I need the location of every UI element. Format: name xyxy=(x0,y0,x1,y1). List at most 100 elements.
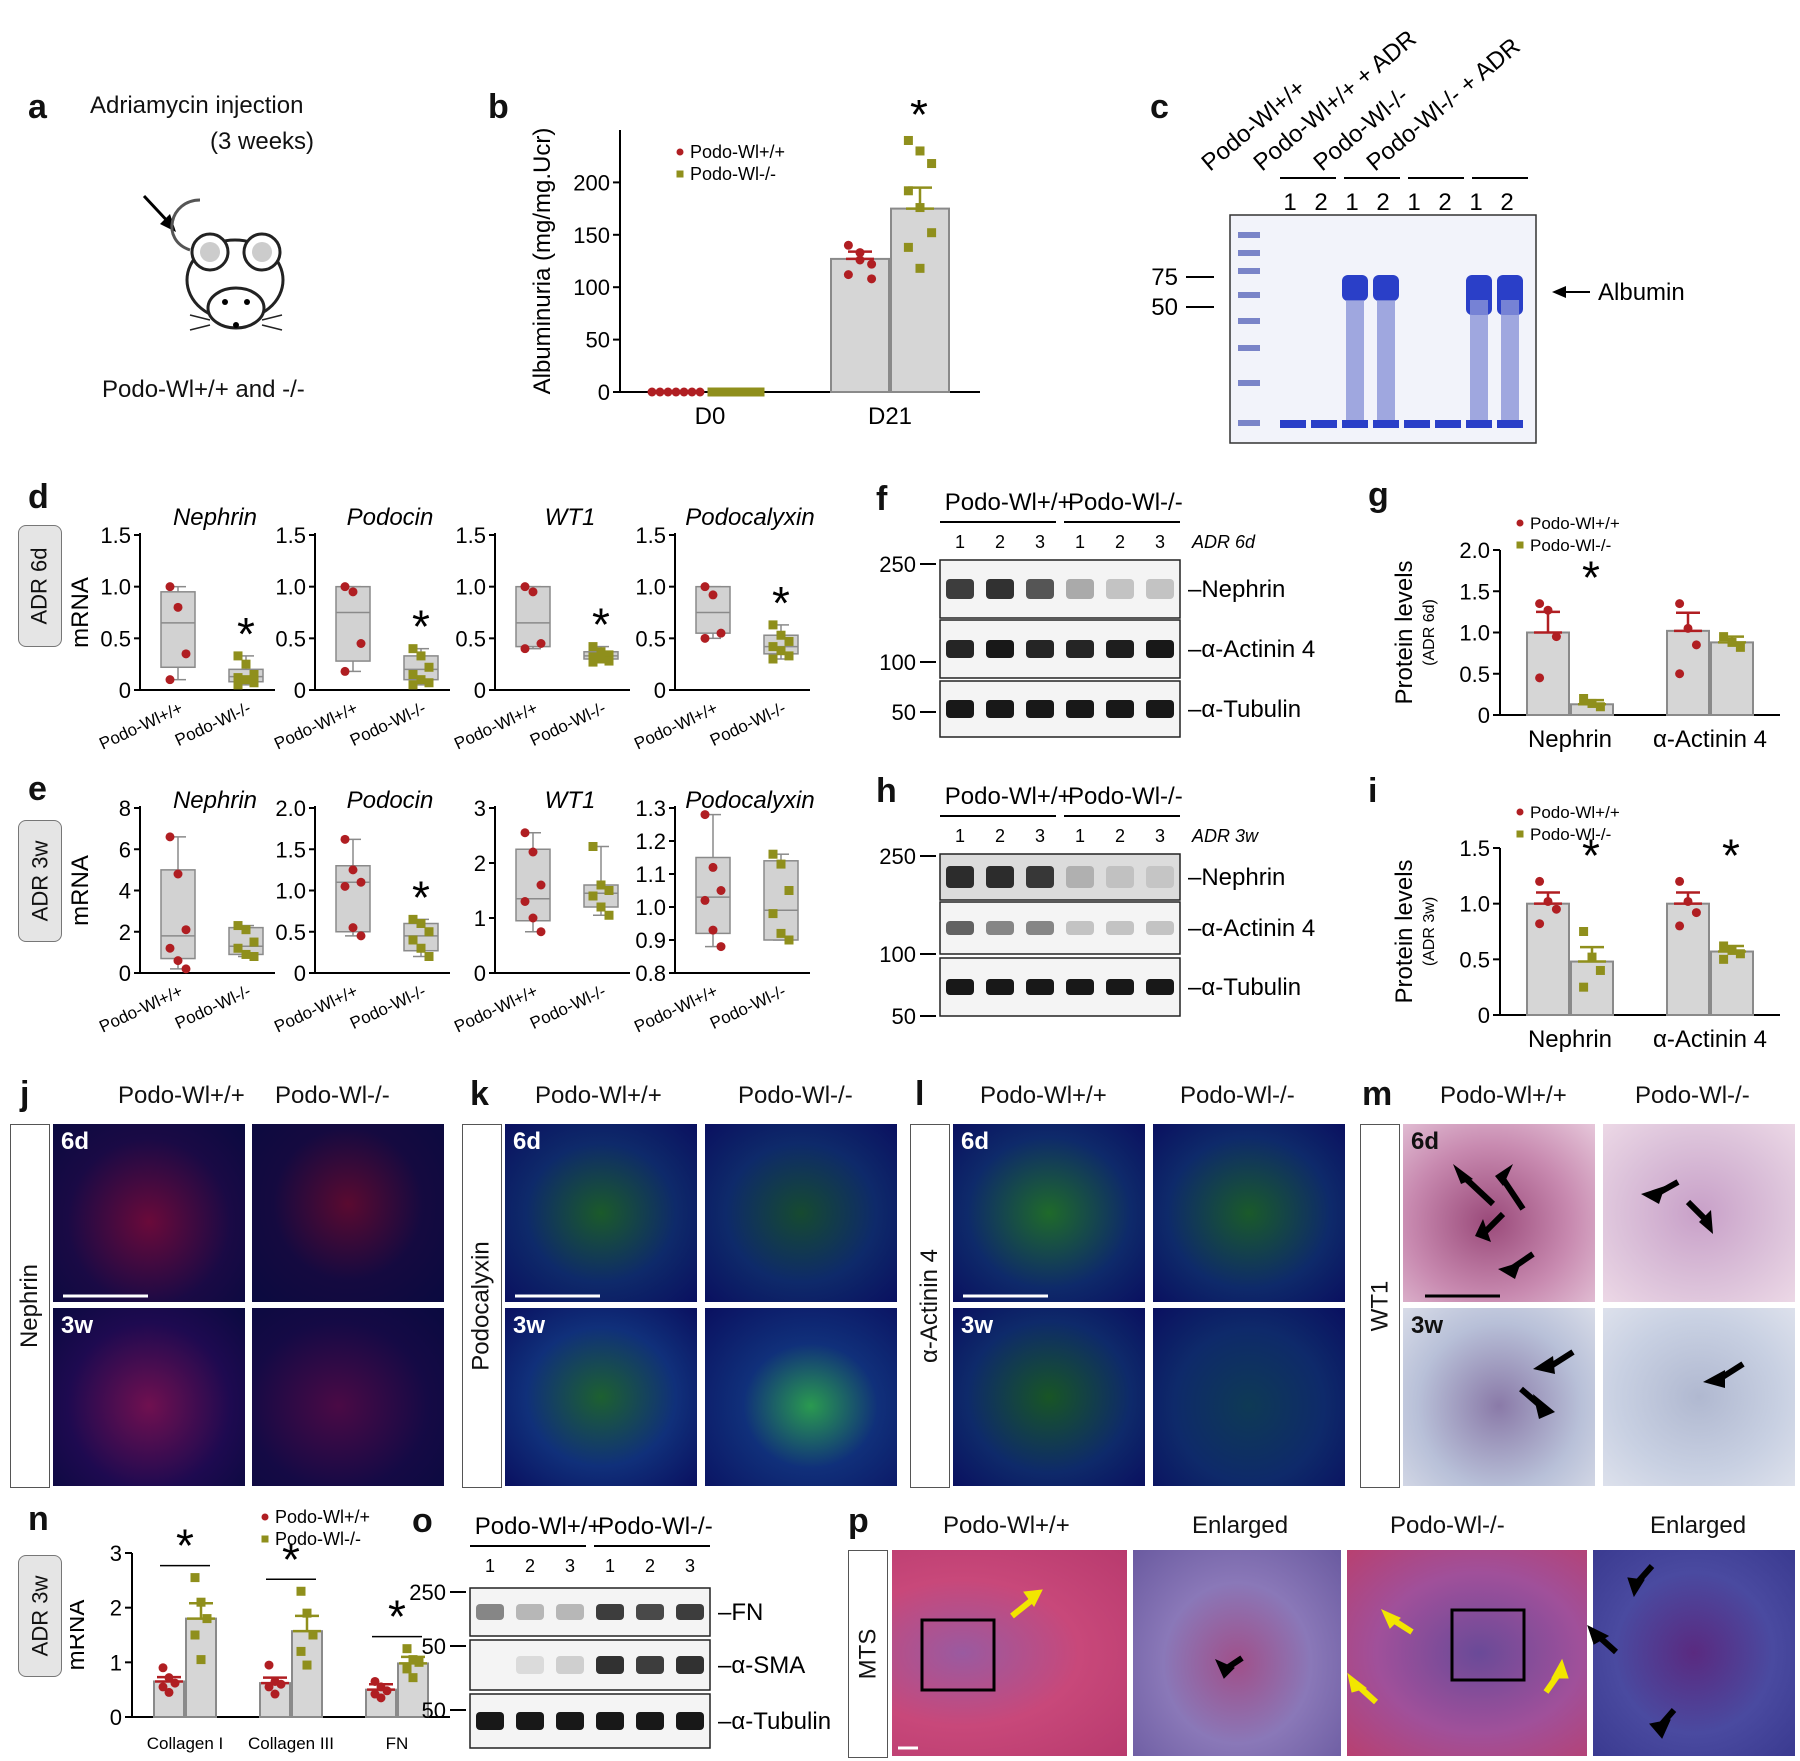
y-tick-label: 1.5 xyxy=(275,523,306,548)
chart-e-podocalyxin: Podocalyxin 0.8 0.9 1.0 1.1 1.2 1.3 Podo-Wl+/+P… xyxy=(631,787,814,1037)
y-tick-label: 50 xyxy=(586,328,610,353)
data-point xyxy=(528,913,538,923)
data-point xyxy=(370,1676,380,1686)
data-point xyxy=(647,387,657,397)
data-point xyxy=(1727,637,1737,647)
data-point xyxy=(1719,632,1729,642)
data-point xyxy=(241,925,251,935)
bar xyxy=(153,1680,185,1718)
mw-marker: 250 xyxy=(409,1580,446,1605)
scale-bar-overlay xyxy=(63,1294,600,1298)
lane-number: 2 xyxy=(1376,189,1389,216)
micrograph-p-ko xyxy=(1347,1550,1587,1756)
y-tick-label: 1.0 xyxy=(100,575,131,600)
data-point xyxy=(196,1597,206,1607)
data-point xyxy=(196,1655,206,1665)
data-point xyxy=(536,880,546,890)
protein-band xyxy=(516,1712,544,1730)
y-tick-label: 0.5 xyxy=(455,626,486,651)
y-tick-label: 1.0 xyxy=(455,575,486,600)
panel-label-h: h xyxy=(876,772,897,810)
bar xyxy=(1526,631,1570,716)
panel-p-stain-label: MTS xyxy=(848,1550,888,1758)
data-point xyxy=(671,387,681,397)
lane-number: 2 xyxy=(1314,189,1327,216)
lane-number: 3 xyxy=(565,1556,575,1576)
data-point xyxy=(302,1660,312,1670)
data-point xyxy=(181,925,191,935)
protein-band xyxy=(476,1604,504,1620)
panel-label-j: j xyxy=(20,1075,30,1113)
lane-number: 3 xyxy=(1035,826,1045,846)
mw-marker: 50 xyxy=(892,700,916,725)
mw-marker: 250 xyxy=(879,552,916,577)
significance-marker: * xyxy=(412,601,430,653)
box xyxy=(335,585,371,662)
data-point xyxy=(927,159,937,169)
arrow-icon xyxy=(1703,1370,1725,1388)
data-point xyxy=(416,943,426,953)
protein-band xyxy=(986,700,1014,718)
data-point xyxy=(1595,702,1605,712)
lane-number: 1 xyxy=(1407,189,1420,216)
data-point xyxy=(1727,945,1737,955)
protein-band xyxy=(986,640,1014,658)
x-tick-label: Nephrin xyxy=(1528,1026,1612,1053)
protein-band xyxy=(1026,921,1054,935)
micrograph-p-wt xyxy=(892,1550,1127,1756)
data-point xyxy=(356,639,366,648)
lane-number: 3 xyxy=(685,1556,695,1576)
data-point xyxy=(604,656,614,666)
group-label: Podo-Wl+/+ xyxy=(945,783,1072,810)
data-point xyxy=(536,927,546,937)
y-tick-label: 1.0 xyxy=(1459,621,1490,646)
data-point xyxy=(276,1679,286,1689)
protein-band xyxy=(1026,979,1054,995)
data-point xyxy=(416,675,426,685)
box xyxy=(335,865,371,933)
data-point xyxy=(173,869,183,879)
data-point xyxy=(776,630,786,640)
chart-d-podocin: Podocin 0 0.5 1.0 1.5 Podo-Wl+/+Podo-Wl-/- * xyxy=(271,504,450,754)
y-tick-label: 100 xyxy=(573,275,610,300)
y-tick-label: 1.2 xyxy=(635,829,666,854)
panel-label-i: i xyxy=(1368,772,1378,810)
data-point xyxy=(687,387,697,397)
data-point xyxy=(716,942,726,952)
significance-marker: * xyxy=(592,599,610,651)
data-point xyxy=(708,590,718,600)
x-tick-label: Podo-Wl-/- xyxy=(707,981,789,1033)
chart-b: 0 50 100 150 200 Albuminuria (mg/mg.Ucr) D0 D21… xyxy=(529,100,980,430)
data-point xyxy=(424,927,434,937)
bar xyxy=(1526,902,1570,1016)
legend-marker xyxy=(261,1535,269,1543)
panel-l-col-wt: Podo-Wl+/+ xyxy=(980,1082,1107,1109)
data-point xyxy=(784,935,794,945)
chart-e-nephrin: Nephrin mRNA 0 2 4 6 8 Podo-Wl+/+Podo-Wl-/- xyxy=(70,787,275,1037)
data-point xyxy=(679,387,689,397)
panel-label-o: o xyxy=(412,1502,433,1540)
x-tick-label: Podo-Wl-/- xyxy=(172,698,254,750)
data-point xyxy=(1587,698,1597,708)
data-point xyxy=(158,1663,168,1673)
x-tick-label: Podo-Wl-/- xyxy=(347,981,429,1033)
x-tick-label: Podo-Wl+/+ xyxy=(451,981,540,1036)
micrograph-j-wt-3w: 3w xyxy=(53,1308,245,1486)
data-point xyxy=(528,847,538,857)
protein-band xyxy=(676,1604,704,1620)
data-point xyxy=(520,897,530,906)
y-axis-label: Protein levels xyxy=(1391,560,1418,704)
mw-marker: 50 xyxy=(1151,294,1178,321)
lane-number: 3 xyxy=(1035,532,1045,552)
protein-band xyxy=(1066,579,1094,599)
data-point xyxy=(596,647,606,657)
data-point xyxy=(1719,954,1729,964)
data-point xyxy=(755,387,765,397)
panel-label-f: f xyxy=(876,480,888,518)
lane-number: 1 xyxy=(1075,532,1085,552)
data-point xyxy=(588,657,598,667)
y-tick-label: 0.5 xyxy=(635,626,666,651)
y-tick-label: 1.1 xyxy=(635,862,666,887)
data-point xyxy=(1579,694,1589,703)
